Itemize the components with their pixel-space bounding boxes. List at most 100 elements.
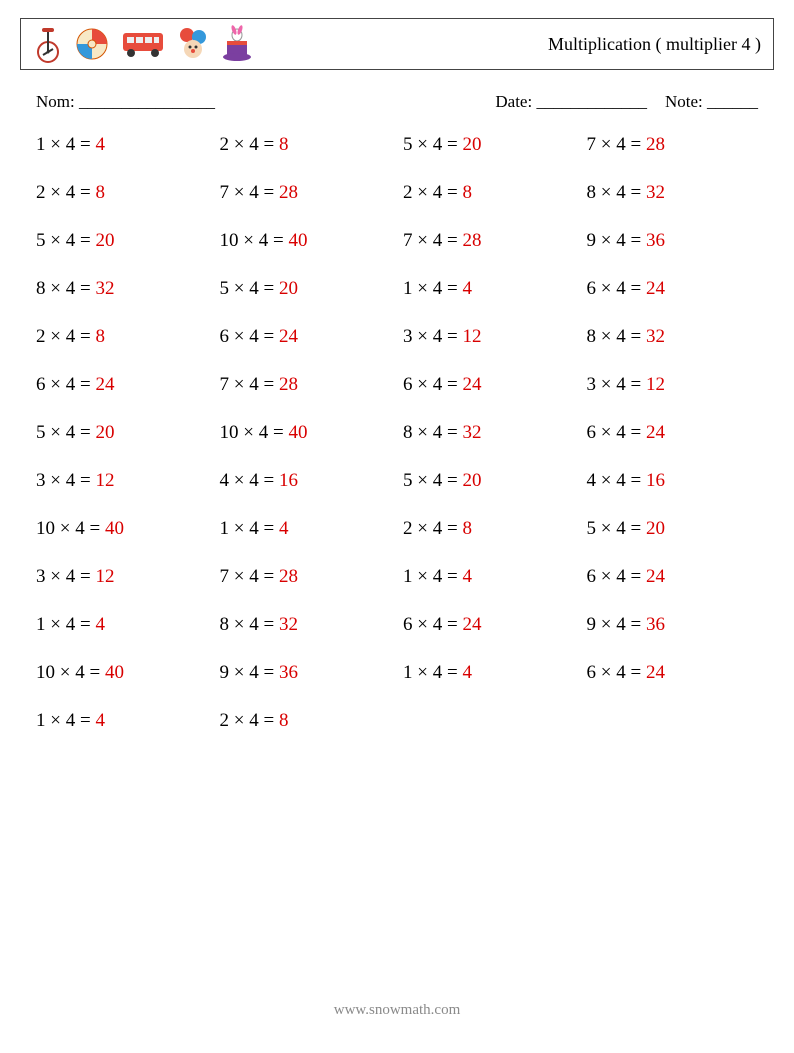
problem-cell: 8 × 4 = 32 xyxy=(36,278,210,300)
problem-expression: 8 × 4 = xyxy=(587,182,646,203)
problem-expression: 6 × 4 = xyxy=(587,422,646,443)
problem-answer: 8 xyxy=(462,182,472,203)
problem-expression: 6 × 4 = xyxy=(587,662,646,683)
problem-cell: 8 × 4 = 32 xyxy=(587,182,761,204)
problem-answer: 16 xyxy=(279,470,298,491)
problem-answer: 36 xyxy=(646,614,665,635)
problem-cell: 9 × 4 = 36 xyxy=(587,230,761,252)
problem-answer: 4 xyxy=(95,614,105,635)
problem-answer: 20 xyxy=(462,134,481,155)
problem-answer: 20 xyxy=(95,230,114,251)
problem-cell: 2 × 4 = 8 xyxy=(403,182,577,204)
problem-expression: 9 × 4 = xyxy=(587,230,646,251)
problem-answer: 8 xyxy=(95,182,105,203)
problem-answer: 4 xyxy=(462,662,472,683)
problem-answer: 24 xyxy=(462,374,481,395)
problem-cell: 2 × 4 = 8 xyxy=(36,182,210,204)
problem-expression: 3 × 4 = xyxy=(36,566,95,587)
problem-expression: 5 × 4 = xyxy=(220,278,279,299)
problem-answer: 32 xyxy=(646,326,665,347)
problem-answer: 28 xyxy=(279,566,298,587)
problem-cell: 1 × 4 = 4 xyxy=(36,710,210,732)
problem-cell: 7 × 4 = 28 xyxy=(587,134,761,156)
problem-expression: 4 × 4 = xyxy=(220,470,279,491)
problem-cell: 6 × 4 = 24 xyxy=(403,374,577,396)
problem-answer: 20 xyxy=(95,422,114,443)
problem-answer: 12 xyxy=(95,470,114,491)
problem-cell: 4 × 4 = 16 xyxy=(587,470,761,492)
problem-answer: 4 xyxy=(95,134,105,155)
problem-answer: 32 xyxy=(279,614,298,635)
problem-answer: 40 xyxy=(288,230,307,251)
problem-cell: 2 × 4 = 8 xyxy=(36,326,210,348)
problem-expression: 1 × 4 = xyxy=(36,710,95,731)
worksheet-title: Multiplication ( multiplier 4 ) xyxy=(548,34,761,55)
problem-cell: 4 × 4 = 16 xyxy=(220,470,394,492)
problem-cell: 8 × 4 = 32 xyxy=(587,326,761,348)
problem-answer: 20 xyxy=(646,518,665,539)
problem-expression: 1 × 4 = xyxy=(403,662,462,683)
problem-answer: 8 xyxy=(462,518,472,539)
ball-icon xyxy=(75,27,109,61)
problem-cell: 7 × 4 = 28 xyxy=(220,374,394,396)
problem-answer: 36 xyxy=(279,662,298,683)
problem-cell: 6 × 4 = 24 xyxy=(587,278,761,300)
problem-expression: 5 × 4 = xyxy=(587,518,646,539)
bus-icon xyxy=(121,29,165,59)
problem-expression: 6 × 4 = xyxy=(36,374,95,395)
problem-expression: 10 × 4 = xyxy=(220,422,289,443)
problem-cell: 1 × 4 = 4 xyxy=(36,134,210,156)
problem-expression: 10 × 4 = xyxy=(220,230,289,251)
problem-answer: 12 xyxy=(95,566,114,587)
problem-answer: 32 xyxy=(95,278,114,299)
problem-cell: 10 × 4 = 40 xyxy=(220,422,394,444)
problem-cell: 6 × 4 = 24 xyxy=(587,662,761,684)
problem-cell: 6 × 4 = 24 xyxy=(587,422,761,444)
problem-cell: 1 × 4 = 4 xyxy=(220,518,394,540)
problem-expression: 2 × 4 = xyxy=(220,134,279,155)
problem-cell: 9 × 4 = 36 xyxy=(220,662,394,684)
problem-expression: 7 × 4 = xyxy=(587,134,646,155)
problem-cell: 5 × 4 = 20 xyxy=(220,278,394,300)
problem-cell: 5 × 4 = 20 xyxy=(587,518,761,540)
problem-expression: 3 × 4 = xyxy=(587,374,646,395)
problem-cell: 1 × 4 = 4 xyxy=(403,566,577,588)
problem-cell: 8 × 4 = 32 xyxy=(403,422,577,444)
problem-answer: 8 xyxy=(95,326,105,347)
problem-expression: 1 × 4 = xyxy=(220,518,279,539)
problem-expression: 7 × 4 = xyxy=(220,566,279,587)
problem-cell: 1 × 4 = 4 xyxy=(36,614,210,636)
hat-icon xyxy=(221,25,253,63)
problem-cell: 6 × 4 = 24 xyxy=(403,614,577,636)
footer-url: www.snowmath.com xyxy=(0,1002,794,1019)
problem-cell: 5 × 4 = 20 xyxy=(36,422,210,444)
problem-expression: 5 × 4 = xyxy=(403,134,462,155)
problem-cell: 3 × 4 = 12 xyxy=(36,470,210,492)
problem-answer: 40 xyxy=(288,422,307,443)
problem-expression: 8 × 4 = xyxy=(587,326,646,347)
name-label: Nom: ________________ xyxy=(36,92,215,112)
problem-answer: 24 xyxy=(646,278,665,299)
problem-answer: 36 xyxy=(646,230,665,251)
problem-answer: 24 xyxy=(646,422,665,443)
date-label: Date: _____________ xyxy=(495,92,647,112)
problem-cell: 6 × 4 = 24 xyxy=(220,326,394,348)
problem-answer: 24 xyxy=(646,662,665,683)
problem-answer: 28 xyxy=(279,182,298,203)
problem-answer: 8 xyxy=(279,710,289,731)
problem-answer: 32 xyxy=(646,182,665,203)
problem-expression: 3 × 4 = xyxy=(36,470,95,491)
problem-cell: 9 × 4 = 36 xyxy=(587,614,761,636)
problem-answer: 24 xyxy=(95,374,114,395)
problem-cell xyxy=(403,710,577,732)
problem-expression: 8 × 4 = xyxy=(220,614,279,635)
header-box: Multiplication ( multiplier 4 ) xyxy=(20,18,774,70)
problem-expression: 1 × 4 = xyxy=(36,134,95,155)
problem-expression: 7 × 4 = xyxy=(220,182,279,203)
problem-answer: 4 xyxy=(462,278,472,299)
problem-answer: 24 xyxy=(646,566,665,587)
problem-cell: 5 × 4 = 20 xyxy=(403,470,577,492)
problem-answer: 12 xyxy=(462,326,481,347)
problem-cell: 2 × 4 = 8 xyxy=(220,710,394,732)
problem-answer: 32 xyxy=(462,422,481,443)
